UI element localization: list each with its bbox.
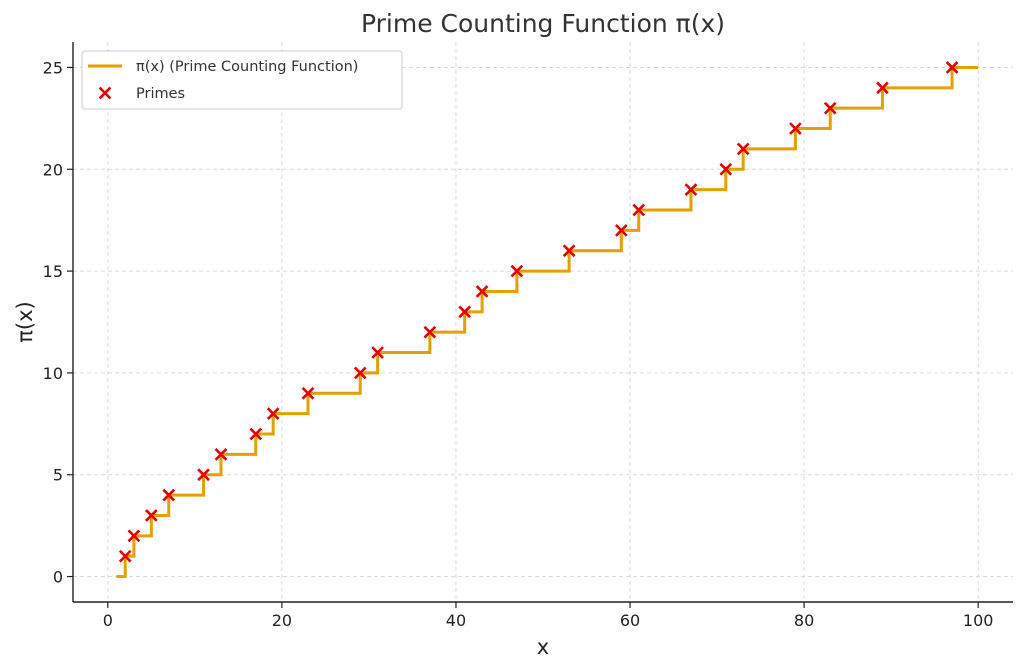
- x-tick-label: 0: [103, 611, 113, 630]
- prime-marker: [214, 448, 228, 461]
- prime-marker: [371, 346, 384, 359]
- y-tick-label: 15: [43, 262, 63, 281]
- prime-marker: [945, 61, 959, 74]
- prime-marker: [876, 81, 889, 95]
- y-tick-label: 20: [43, 160, 63, 179]
- prime-marker: [719, 162, 733, 176]
- y-tick-label: 10: [43, 364, 63, 383]
- prime-marker: [249, 427, 263, 441]
- prime-marker: [736, 142, 750, 156]
- legend-label-primes: Primes: [136, 86, 185, 102]
- prime-marker: [684, 183, 698, 196]
- prime-marker: [458, 305, 472, 319]
- y-tick-label: 5: [53, 466, 63, 485]
- x-tick-label: 40: [446, 611, 466, 630]
- chart-title: Prime Counting Function π(x): [361, 9, 725, 38]
- y-tick-label: 0: [53, 568, 63, 587]
- x-tick-label: 80: [794, 611, 814, 630]
- prime-marker: [562, 244, 576, 258]
- prime-marker: [510, 264, 524, 278]
- x-tick-label: 20: [272, 611, 292, 630]
- prime-marker: [614, 224, 628, 237]
- prime-marker: [789, 122, 802, 135]
- prime-marker: [127, 529, 141, 543]
- prime-marker: [144, 509, 158, 522]
- gridlines: [73, 42, 1013, 602]
- legend: π(x) (Prime Counting Function) Primes: [81, 50, 403, 110]
- y-tick-label: 25: [43, 58, 63, 77]
- prime-marker: [823, 101, 837, 115]
- legend-marker-swatch: [98, 86, 112, 100]
- prime-marker: [266, 407, 280, 420]
- step-line-series: [116, 65, 979, 579]
- axes: 0 20 40 60 80 100 0 5 10 15 20 25: [43, 42, 1013, 630]
- legend-label-step: π(x) (Prime Counting Function): [136, 59, 358, 75]
- prime-marker: [475, 285, 489, 298]
- prime-marker: [423, 325, 437, 339]
- x-tick-label: 100: [963, 611, 994, 630]
- legend-box: [81, 50, 403, 110]
- series-layer: [116, 61, 979, 579]
- y-axis-label: π(x): [13, 301, 37, 342]
- x-tick-label: 60: [620, 611, 640, 630]
- prime-marker: [353, 366, 367, 380]
- x-axis-label: x: [537, 635, 549, 659]
- prime-marker: [162, 488, 176, 502]
- prime-marker: [197, 468, 210, 482]
- prime-marker: [118, 549, 132, 563]
- prime-marker: [632, 203, 646, 217]
- prime-marker: [301, 386, 315, 400]
